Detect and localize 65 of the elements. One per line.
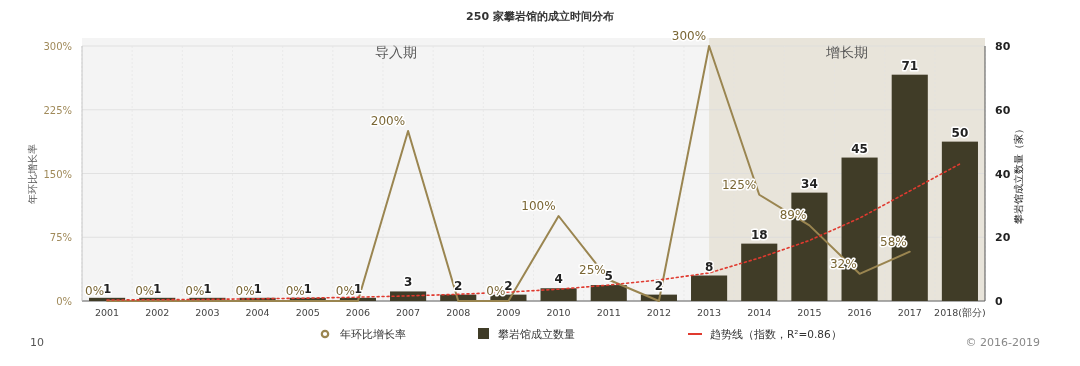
- data-label: 8: [704, 259, 714, 274]
- x-tick-label: 2003: [195, 307, 220, 318]
- data-label: 100%: [521, 199, 556, 213]
- chart-title: 250 家攀岩馆的成立时间分布: [466, 10, 614, 23]
- y2-tick-label: 20: [995, 231, 1011, 245]
- y2-tick-label: 40: [995, 167, 1011, 181]
- data-label: 0%: [85, 284, 105, 298]
- x-tick-label: 2015: [797, 307, 822, 318]
- x-tick-label: 2006: [345, 307, 371, 318]
- y-tick-label: 225%: [43, 104, 72, 116]
- data-label: 1: [303, 281, 312, 296]
- data-label: 71: [901, 58, 919, 73]
- x-tick-label: 2005: [295, 307, 320, 318]
- text: © 2016-2019: [965, 336, 1040, 349]
- legend-label: 攀岩馆成立数量: [498, 328, 575, 340]
- data-label: 45: [851, 141, 868, 156]
- x-tick-label: 2002: [145, 307, 170, 318]
- data-label: 0%: [335, 284, 355, 298]
- data-label: 1: [203, 281, 212, 296]
- data-label: 1: [153, 281, 162, 296]
- data-label: 2: [454, 278, 463, 293]
- band-label: 增长期: [825, 44, 869, 60]
- data-label: 2: [654, 278, 664, 293]
- data-label: 2: [504, 278, 513, 293]
- y-tick-label: 75%: [49, 232, 72, 244]
- x-tick-label: 2010: [546, 307, 571, 318]
- y2-tick-label: 0: [995, 295, 1003, 308]
- x-tick-label: 2012: [646, 307, 672, 318]
- x-tick-label: 2017: [897, 307, 922, 318]
- x-tick-label: 2009: [496, 307, 521, 318]
- y2-tick-label: 60: [995, 103, 1011, 117]
- x-tick-label: 2016: [847, 307, 872, 318]
- data-label: 300%: [671, 29, 707, 43]
- x-tick-label: 2018(部分): [934, 307, 986, 318]
- text: 10: [30, 336, 44, 349]
- x-tick-label: 2008: [446, 307, 471, 318]
- data-label: 18: [750, 227, 768, 242]
- data-label: 4: [554, 272, 563, 287]
- x-tick-label: 2001: [94, 307, 120, 318]
- y2-tick-label: 80: [995, 40, 1011, 53]
- y-tick-label: 300%: [43, 41, 72, 52]
- data-label: 0%: [185, 284, 205, 298]
- y-axis-title: 年环比增长率: [27, 143, 38, 204]
- data-label: 3: [403, 275, 413, 290]
- data-label: 200%: [370, 114, 406, 128]
- data-label: 0%: [285, 284, 305, 298]
- data-label: 1: [253, 281, 262, 296]
- x-tick-label: 2011: [596, 307, 621, 318]
- legend-label: 年环比增长率: [340, 328, 406, 340]
- x-tick-label: 2013: [696, 307, 722, 318]
- y-tick-label: 150%: [43, 168, 72, 180]
- data-label: 50: [951, 125, 969, 140]
- data-label: 32%: [829, 256, 857, 271]
- data-label: 0%: [135, 284, 155, 298]
- x-tick-label: 2007: [395, 307, 421, 318]
- data-label: 34: [801, 176, 818, 191]
- band-label: 导入期: [374, 44, 417, 60]
- y2-axis-title: 攀岩馆成立数量（家）: [1013, 123, 1024, 224]
- x-tick-label: 2004: [245, 307, 270, 318]
- data-label: 0%: [235, 284, 255, 298]
- data-label: 125%: [721, 177, 757, 192]
- data-label: 89%: [779, 208, 807, 223]
- y-tick-label: 0%: [56, 296, 72, 307]
- x-tick-label: 2014: [747, 307, 772, 318]
- legend-label: 趋势线（指数，R²=0.86）: [710, 328, 842, 340]
